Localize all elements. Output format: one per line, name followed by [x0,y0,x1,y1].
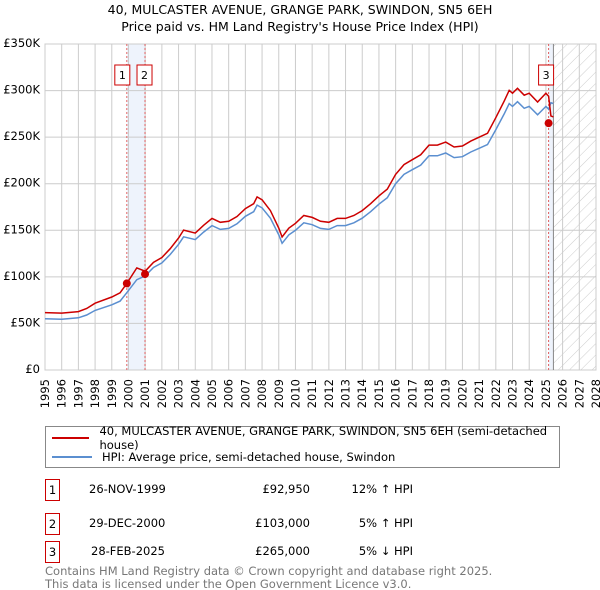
y-tick-label: £150K [3,222,40,236]
legend-label-hpi: HPI: Average price, semi-detached house,… [102,450,396,464]
x-tick-label: 2026 [556,379,570,408]
chart-subtitle: Price paid vs. HM Land Registry's House … [121,19,479,34]
x-tick-label: 2004 [188,379,202,408]
legend-swatch-hpi [52,456,92,458]
x-tick-label: 2011 [305,379,319,408]
x-tick-label: 1996 [55,379,69,408]
sale-point [141,270,150,279]
x-tick-label: 2028 [589,379,600,408]
x-tick-label: 2021 [472,379,486,408]
sale-price: £92,950 [262,482,310,496]
y-tick-label: £350K [3,36,40,50]
x-tick-label: 1995 [38,379,52,408]
x-tick-label: 1999 [105,379,119,408]
sale-marker-box: 1 [45,479,60,501]
sale-price: £265,000 [255,544,310,558]
x-tick-label: 2007 [238,379,252,408]
sale-period-band [126,44,146,370]
y-tick-label: £250K [3,129,40,143]
x-tick-label: 2016 [389,379,403,408]
sale-point [544,119,553,128]
x-tick-label: 2027 [572,379,586,408]
x-tick-label: 1998 [88,379,102,408]
sale-hpi-diff: 12% ↑ HPI [351,482,413,496]
sale-date: 26-NOV-1999 [89,482,166,496]
sale-label: 1 [119,69,126,82]
footer-copyright: Contains HM Land Registry data © Crown c… [45,564,493,578]
x-tick-label: 1997 [71,379,85,408]
sale-label-box [114,64,131,86]
sale-label-box [136,64,153,86]
x-tick-label: 2023 [506,379,520,408]
sale-hpi-diff: 5% ↓ HPI [358,544,413,558]
x-tick-label: 2008 [255,379,269,408]
x-tick-label: 2017 [405,379,419,408]
sale-marker-box: 3 [45,541,60,563]
plot-border [44,43,597,371]
x-tick-label: 2001 [138,379,152,408]
forecast-hatch [553,44,596,370]
y-tick-label: £0 [25,362,40,376]
chart-title: 40, MULCASTER AVENUE, GRANGE PARK, SWIND… [107,2,493,17]
x-tick-label: 2010 [288,379,302,408]
footer: Contains HM Land Registry data © Crown c… [45,565,492,590]
sale-label: 3 [543,69,550,82]
x-tick-label: 2013 [339,379,353,408]
sale-row: 3 28-FEB-2025 £265,000 5% ↓ HPI [45,541,445,563]
sale-label-box [538,64,555,86]
sale-date: 29-DEC-2000 [89,516,166,530]
sale-date: 28-FEB-2025 [91,544,165,558]
price-chart: 1995 1996 1997 1998 1999 2000 2001 2002 2003 2004… [3,36,600,408]
sale-price: £103,000 [255,516,310,530]
x-tick-label: 2025 [539,379,553,408]
x-tick-label: 2012 [322,379,336,408]
footer-licence: This data is licensed under the Open Gov… [45,576,412,590]
sale-point [122,279,131,288]
x-tick-label: 2006 [222,379,236,408]
x-tick-label: 2005 [205,379,219,408]
x-tick-label: 2024 [522,379,536,408]
sale-marker-box: 2 [45,513,60,535]
x-tick-label: 2003 [172,379,186,408]
property-price-line [44,87,554,314]
hpi-line [44,100,554,320]
y-tick-label: £100K [3,269,40,283]
x-tick-label: 2002 [155,379,169,408]
x-tick-label: 2014 [355,379,369,408]
x-tick-label: 2020 [455,379,469,408]
legend-label-property: 40, MULCASTER AVENUE, GRANGE PARK, SWIND… [99,424,548,452]
x-tick-label: 2015 [372,379,386,408]
sale-row: 2 29-DEC-2000 £103,000 5% ↑ HPI [45,513,445,535]
sale-row: 1 26-NOV-1999 £92,950 12% ↑ HPI [45,479,445,501]
sale-hpi-diff: 5% ↑ HPI [358,516,413,530]
y-tick-label: £300K [3,83,40,97]
x-tick-label: 2018 [422,379,436,408]
sale-period-band [548,44,554,370]
x-tick-label: 2019 [439,379,453,408]
legend-swatch-property [52,437,90,439]
y-tick-label: £50K [11,315,41,329]
legend: 40, MULCASTER AVENUE, GRANGE PARK, SWIND… [45,424,560,468]
sale-label: 2 [141,69,148,82]
x-tick-label: 2000 [121,379,135,408]
x-tick-label: 2009 [272,379,286,408]
y-tick-label: £200K [3,176,40,190]
x-tick-label: 2022 [489,379,503,408]
